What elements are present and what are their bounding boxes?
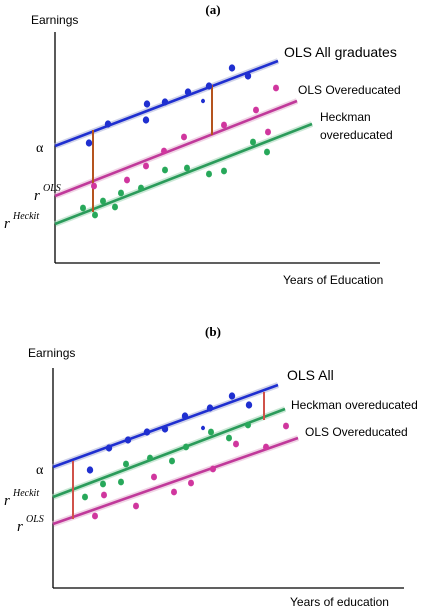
panel-a-ols-overeducated-line xyxy=(54,99,298,198)
scatter-point xyxy=(263,443,269,451)
panel-b-r-ols-superscript: OLS xyxy=(26,514,44,525)
panel-a-blue-points xyxy=(85,64,252,147)
scatter-point xyxy=(283,422,289,430)
panel-a-line-label-heckman-1: Heckman xyxy=(320,110,371,124)
panel-a-green-points xyxy=(80,138,270,219)
scatter-point xyxy=(133,502,139,510)
scatter-point xyxy=(85,139,93,147)
scatter-point xyxy=(151,473,157,481)
scatter-point xyxy=(184,88,192,96)
scatter-point xyxy=(104,120,112,128)
scatter-point xyxy=(181,133,187,141)
scatter-point xyxy=(143,428,151,436)
panel-b-y-axis-label: Earnings xyxy=(28,346,75,360)
panel-b-x-axis-label: Years of education xyxy=(290,595,389,609)
panel-a: (a) Earnings Years of Education OLS All … xyxy=(4,2,401,287)
scatter-point xyxy=(233,440,239,448)
panel-a-r-ols-superscript: OLS xyxy=(43,183,61,194)
scatter-point xyxy=(92,211,98,219)
panel-b-r-heckit-superscript: Heckit xyxy=(12,488,39,499)
panel-b-line-label-heckman: Heckman overeducated xyxy=(291,398,418,412)
scatter-point xyxy=(253,106,259,114)
scatter-point xyxy=(228,64,236,72)
panel-b-alpha-label: α xyxy=(36,463,44,478)
scatter-point xyxy=(206,170,212,178)
panel-b-blue-points xyxy=(86,392,253,474)
panel-a-y-axis-label: Earnings xyxy=(31,13,78,27)
scatter-point xyxy=(201,425,205,431)
scatter-point xyxy=(161,98,169,106)
scatter-point xyxy=(169,457,175,465)
scatter-point xyxy=(161,147,167,155)
scatter-point xyxy=(250,138,256,146)
scatter-point xyxy=(142,116,150,124)
scatter-point xyxy=(188,479,194,487)
scatter-point xyxy=(265,128,271,136)
scatter-point xyxy=(244,72,252,80)
panel-a-r-heckit-label: r xyxy=(4,216,10,232)
panel-a-line-label-ols-all: OLS All graduates xyxy=(284,44,397,60)
panel-a-alpha-label: α xyxy=(36,141,44,156)
scatter-point xyxy=(221,167,227,175)
panel-b-r-ols-label: r xyxy=(17,519,23,535)
scatter-point xyxy=(206,404,214,412)
scatter-point xyxy=(112,203,118,211)
scatter-point xyxy=(181,412,189,420)
panel-b-green-points xyxy=(82,421,251,501)
panel-b-magenta-points xyxy=(92,422,289,520)
scatter-point xyxy=(143,162,149,170)
panel-b: (b) Earnings Years of education OLS All … xyxy=(4,324,418,609)
scatter-point xyxy=(143,100,151,108)
scatter-point xyxy=(123,460,129,468)
scatter-point xyxy=(118,478,124,486)
scatter-point xyxy=(124,436,132,444)
scatter-point xyxy=(226,434,232,442)
scatter-point xyxy=(118,189,124,197)
scatter-point xyxy=(162,166,168,174)
scatter-point xyxy=(124,176,130,184)
scatter-point xyxy=(80,204,86,212)
scatter-point xyxy=(205,82,213,90)
scatter-point xyxy=(210,465,216,473)
panel-a-magenta-points xyxy=(91,84,279,190)
panel-a-r-ols-label: r xyxy=(34,188,40,204)
scatter-point xyxy=(105,444,113,452)
scatter-point xyxy=(161,425,169,433)
scatter-point xyxy=(100,480,106,488)
scatter-point xyxy=(91,182,97,190)
scatter-point xyxy=(82,493,88,501)
scatter-point xyxy=(100,197,106,205)
scatter-point xyxy=(245,421,251,429)
scatter-point xyxy=(101,491,107,499)
scatter-point xyxy=(208,428,214,436)
panel-a-line-label-heckman-2: overeducated xyxy=(320,128,393,142)
panel-a-r-heckit-superscript: Heckit xyxy=(12,211,39,222)
panel-a-line-label-ols-overeducated: OLS Overeducated xyxy=(298,83,401,97)
scatter-point xyxy=(92,512,98,520)
scatter-point xyxy=(228,392,236,400)
scatter-point xyxy=(147,454,153,462)
panel-a-x-axis-label: Years of Education xyxy=(283,273,383,287)
scatter-point xyxy=(245,401,253,409)
panel-b-ols-overeducated-line xyxy=(52,436,299,526)
panel-b-line-label-ols-all: OLS All xyxy=(287,367,334,383)
scatter-point xyxy=(183,443,189,451)
scatter-point xyxy=(221,121,227,129)
scatter-point xyxy=(201,98,205,104)
scatter-point xyxy=(273,84,279,92)
panel-a-heckman-line xyxy=(54,122,313,226)
scatter-point xyxy=(138,184,144,192)
scatter-point xyxy=(171,488,177,496)
panel-b-line-label-ols-overeducated: OLS Overeducated xyxy=(305,425,408,439)
panel-b-r-heckit-label: r xyxy=(4,493,10,509)
panel-a-label: (a) xyxy=(205,2,220,17)
scatter-point xyxy=(184,164,190,172)
scatter-point xyxy=(86,466,94,474)
scatter-point xyxy=(264,148,270,156)
panel-b-label: (b) xyxy=(205,324,221,339)
